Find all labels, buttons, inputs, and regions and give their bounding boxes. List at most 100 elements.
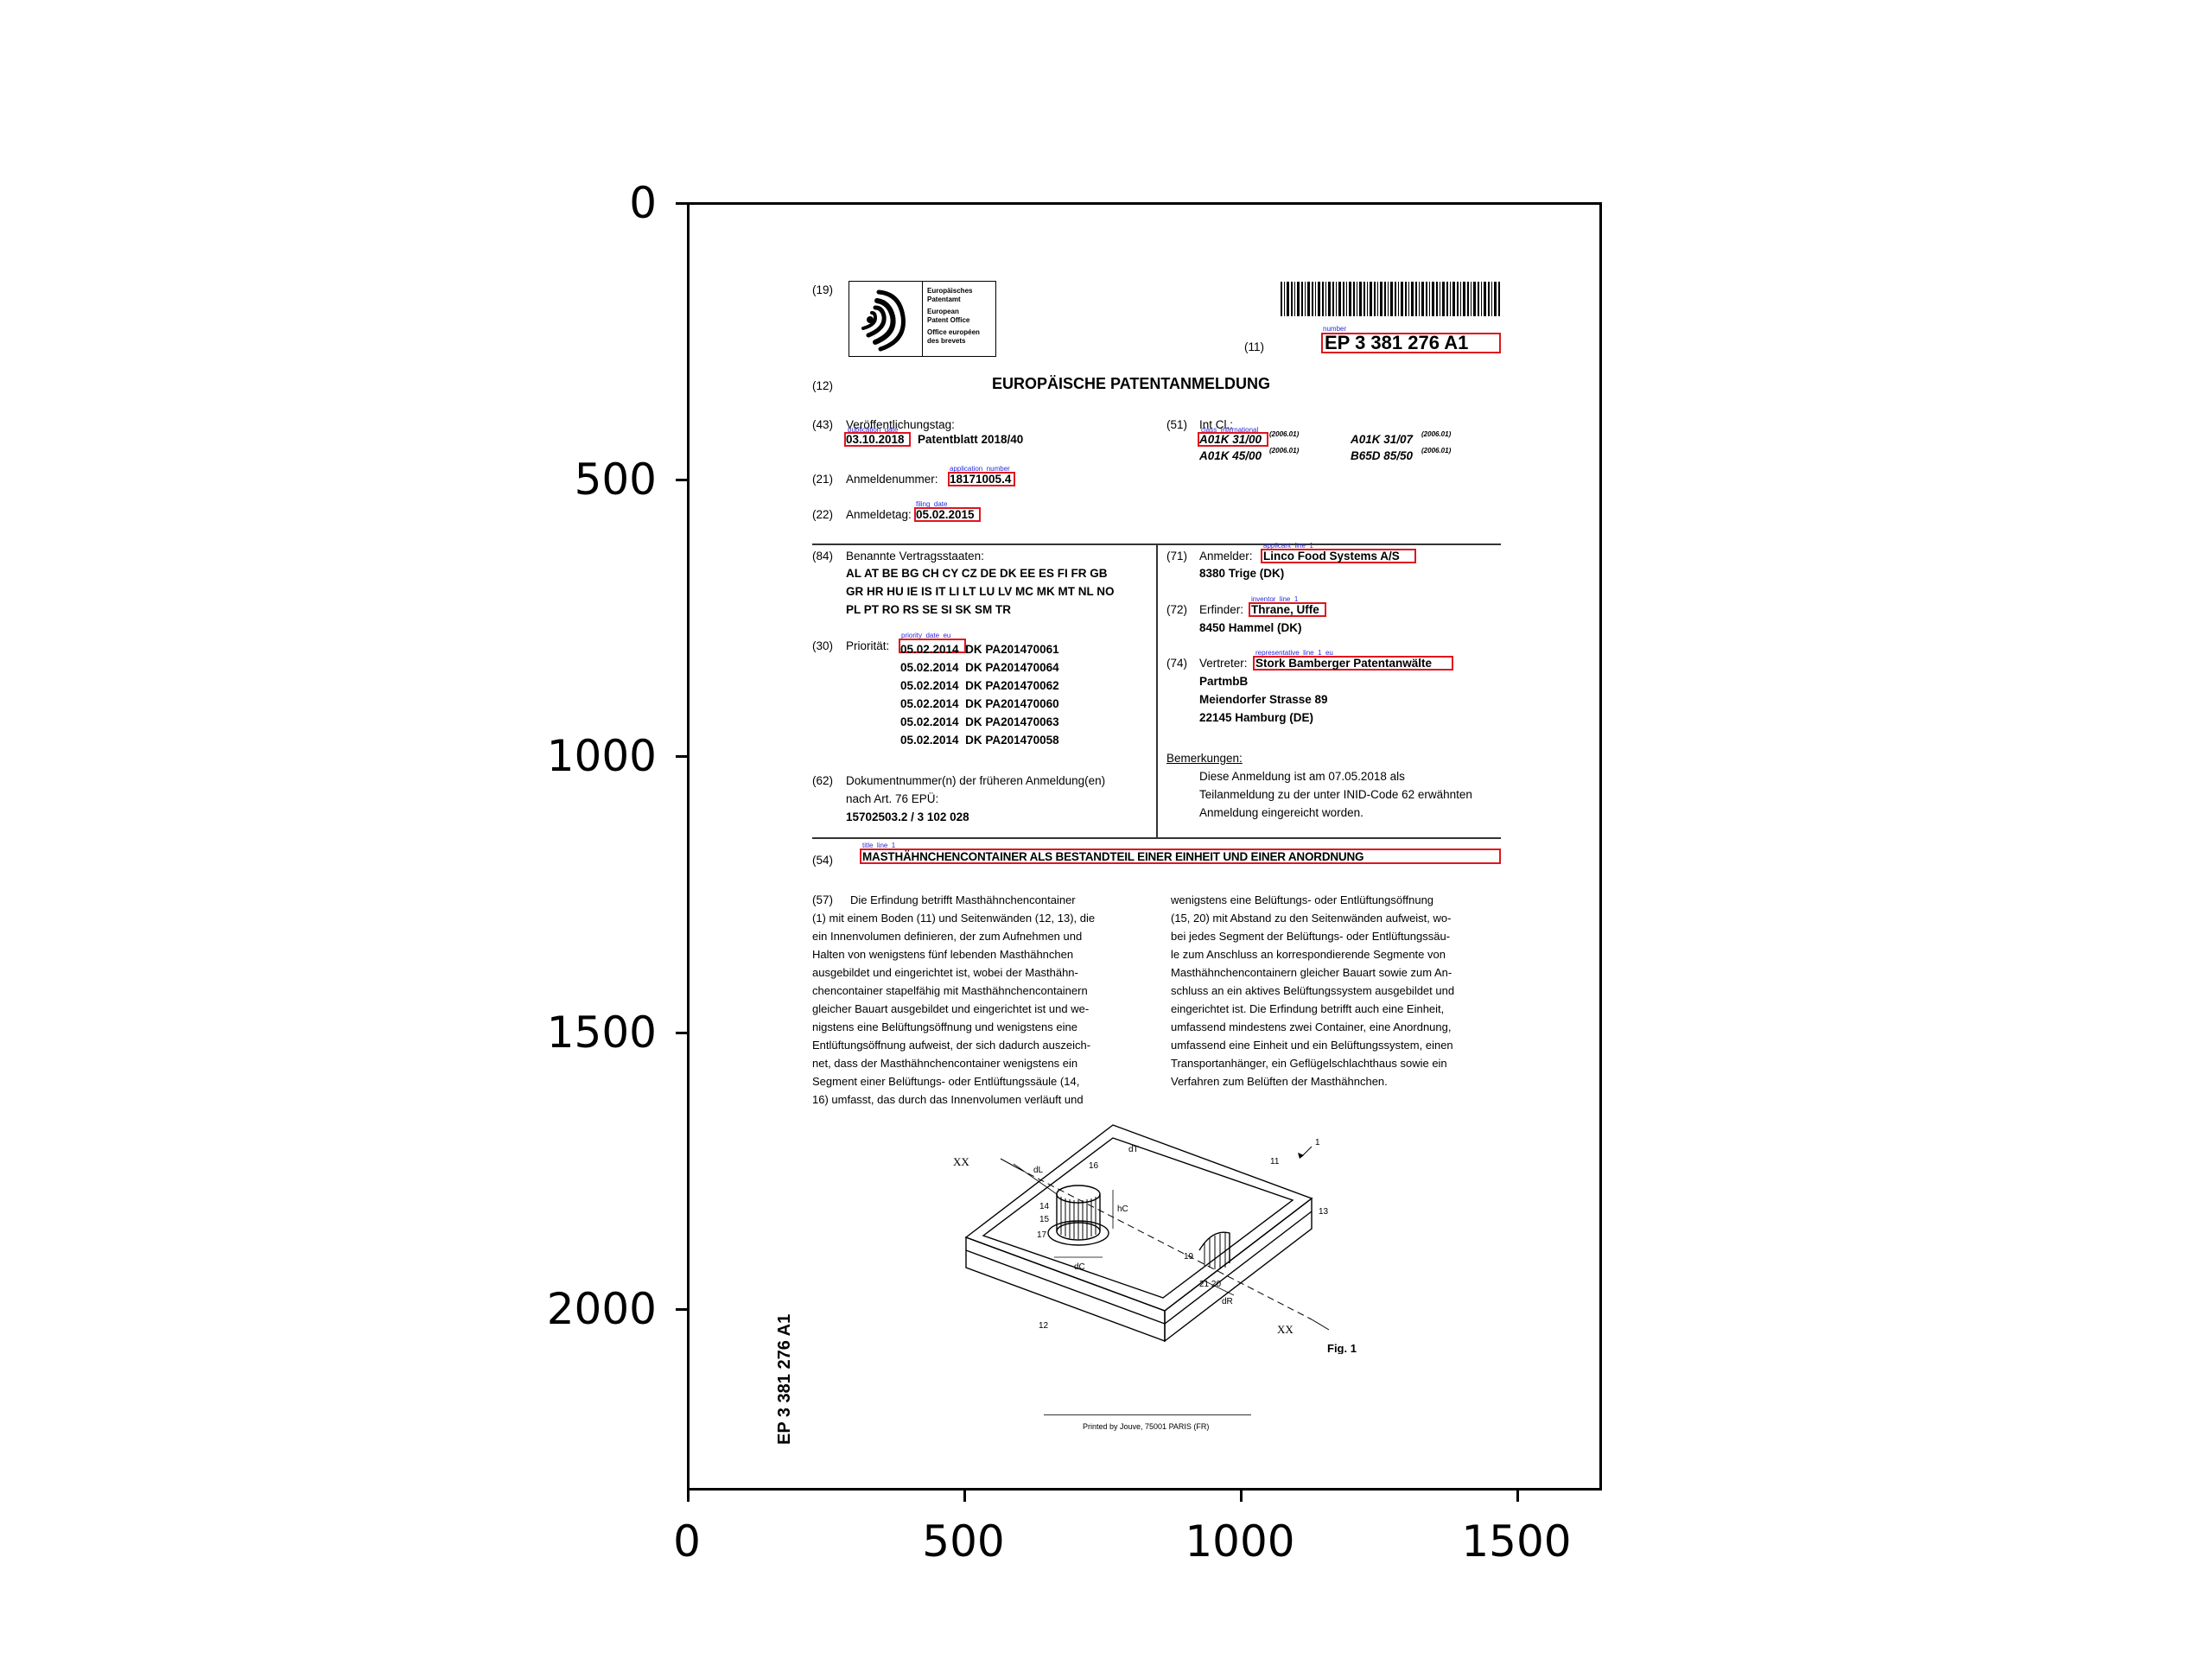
publication-number: EP 3 381 276 A1 bbox=[1325, 334, 1468, 353]
ipc-version: (2006.01) bbox=[1269, 431, 1299, 438]
divider bbox=[812, 837, 1501, 839]
representative-line: PartmbB bbox=[1199, 676, 1248, 688]
x-tick-label: 0 bbox=[583, 1516, 791, 1567]
earlier-application-number: 15702503.2 / 3 102 028 bbox=[846, 811, 969, 823]
x-tick-label: 1500 bbox=[1413, 1516, 1620, 1567]
section-label: XX bbox=[1277, 1323, 1294, 1336]
priority-number: DK PA201470058 bbox=[965, 734, 1059, 747]
ref-label: dT bbox=[1128, 1145, 1139, 1154]
inventor-label: Erfinder: bbox=[1199, 604, 1243, 616]
inid-code: (22) bbox=[812, 509, 833, 521]
epo-name-de: Patentamt bbox=[927, 296, 980, 304]
ref-label: 13 bbox=[1319, 1207, 1329, 1217]
priority-date: 05.02.2014 bbox=[900, 697, 959, 710]
ipc-code: A01K 31/07 bbox=[1351, 434, 1413, 446]
priority-date: 05.02.2014 bbox=[900, 715, 959, 728]
figure-caption: Fig. 1 bbox=[1327, 1342, 1357, 1354]
inid-code: (72) bbox=[1166, 604, 1187, 616]
ref-label: dC bbox=[1074, 1262, 1085, 1272]
epo-name-de: Europäisches bbox=[927, 287, 980, 296]
abstract-line: eingerichtet ist. Die Erfindung betrifft… bbox=[1171, 1000, 1501, 1018]
y-tick-mark bbox=[676, 479, 688, 481]
abstract-line: Halten von wenigstens fünf lebenden Mast… bbox=[812, 945, 1141, 963]
ipc-version: (2006.01) bbox=[1421, 431, 1451, 438]
application-number-label: Anmeldenummer: bbox=[846, 474, 938, 486]
earlier-application-label: Dokumentnummer(n) der früheren Anmeldung… bbox=[846, 775, 1105, 787]
remarks-label: Bemerkungen: bbox=[1166, 753, 1243, 765]
priority-date: 05.02.2014 bbox=[900, 679, 959, 692]
representative-line: 22145 Hamburg (DE) bbox=[1199, 712, 1313, 724]
inventor-city: 8450 Hammel (DK) bbox=[1199, 622, 1302, 634]
filing-date: 05.02.2015 bbox=[916, 509, 975, 521]
ipc-code: A01K 45/00 bbox=[1199, 450, 1262, 462]
abstract-line: chencontainer stapelfähig mit Masthähnch… bbox=[812, 982, 1141, 1000]
inid-code: (21) bbox=[812, 474, 833, 486]
abstract-line: nigstens eine Belüftungsöffnung und weni… bbox=[812, 1018, 1141, 1036]
y-tick-label: 500 bbox=[484, 454, 657, 505]
abstract-line: schluss an ein aktives Belüftungssystem … bbox=[1171, 982, 1501, 1000]
inid-code: (71) bbox=[1166, 550, 1187, 563]
patent-figure: 1 11 dT 16 dL hC 14 15 17 dC 19 21 20 dR… bbox=[949, 1103, 1363, 1354]
abstract-line: Masthähnchencontainern gleicher Bauart s… bbox=[1171, 963, 1501, 982]
priority-label: Priorität: bbox=[846, 640, 889, 652]
abstract-line: umfassend eine Einheit und ein Belüftung… bbox=[1171, 1036, 1501, 1054]
inid-code: (30) bbox=[812, 640, 833, 652]
publication-date: 03.10.2018 bbox=[846, 434, 905, 446]
x-tick-mark bbox=[687, 1490, 690, 1502]
y-tick-label: 2000 bbox=[484, 1284, 657, 1334]
y-tick-mark bbox=[676, 202, 688, 205]
epo-name-fr: Office européen bbox=[927, 328, 980, 337]
y-tick-label: 1000 bbox=[484, 731, 657, 781]
ref-label: 11 bbox=[1270, 1157, 1280, 1166]
abstract-line: bei jedes Segment der Belüftungs- oder E… bbox=[1171, 927, 1501, 945]
epo-name-fr: des brevets bbox=[927, 337, 980, 346]
epo-logo: Europäisches Patentamt European Patent O… bbox=[849, 281, 996, 357]
filing-date-label: Anmeldetag: bbox=[846, 509, 912, 521]
abstract-left-column: Die Erfindung betrifft Masthähnchenconta… bbox=[812, 891, 1141, 1109]
section-label: XX bbox=[953, 1155, 969, 1168]
abstract-line: umfassend mindestens zwei Container, ein… bbox=[1171, 1018, 1501, 1036]
inid-code: (62) bbox=[812, 775, 833, 787]
ref-label: hC bbox=[1117, 1205, 1128, 1214]
abstract-line: ein Innenvolumen definieren, der zum Auf… bbox=[812, 927, 1141, 945]
priority-number: DK PA201470062 bbox=[965, 679, 1059, 692]
states-label: Benannte Vertragsstaaten: bbox=[846, 550, 984, 563]
inid-code: (51) bbox=[1166, 419, 1187, 431]
inid-code: (54) bbox=[812, 855, 833, 867]
applicant-city: 8380 Trige (DK) bbox=[1199, 568, 1284, 580]
abstract-line: Entlüftungsöffnung aufweist, der sich da… bbox=[812, 1036, 1141, 1054]
ref-label: 17 bbox=[1037, 1230, 1047, 1240]
abstract-line: (1) mit einem Boden (11) und Seitenwände… bbox=[812, 909, 1141, 927]
states-line: PL PT RO RS SE SI SK SM TR bbox=[846, 604, 1011, 616]
ref-label: 15 bbox=[1039, 1215, 1050, 1224]
inid-code: (12) bbox=[812, 380, 833, 392]
document-page: (19) Europäisches Patentamt European Pat… bbox=[687, 202, 1602, 1491]
document-type: EUROPÄISCHE PATENTANMELDUNG bbox=[992, 376, 1270, 391]
abstract-right-column: wenigstens eine Belüftungs- oder Entlüft… bbox=[1171, 891, 1501, 1090]
inid-code: (43) bbox=[812, 419, 833, 431]
ipc-code: A01K 31/00 bbox=[1199, 434, 1262, 446]
container-top-outline bbox=[966, 1125, 1312, 1311]
epo-logo-icon bbox=[851, 282, 920, 356]
applicant-name: Linco Food Systems A/S bbox=[1263, 550, 1400, 563]
ipc-version: (2006.01) bbox=[1269, 448, 1299, 454]
ipc-code: B65D 85/50 bbox=[1351, 450, 1413, 462]
application-number: 18171005.4 bbox=[950, 474, 1011, 486]
abstract-line: gleicher Bauart ausgebildet und eingeric… bbox=[812, 1000, 1141, 1018]
ref-label: 19 bbox=[1184, 1252, 1194, 1262]
abstract-line: le zum Anschluss an korrespondierende Se… bbox=[1171, 945, 1501, 963]
abstract-line: net, dass der Masthähnchencontainer weni… bbox=[812, 1054, 1141, 1072]
x-tick-mark bbox=[963, 1490, 966, 1502]
priority-date: 05.02.2014 bbox=[900, 661, 959, 674]
remarks-line: Anmeldung eingereicht worden. bbox=[1199, 807, 1363, 819]
states-line: AL AT BE BG CH CY CZ DE DK EE ES FI FR G… bbox=[846, 568, 1108, 580]
earlier-application-label: nach Art. 76 EPÜ: bbox=[846, 793, 938, 805]
y-tick-mark bbox=[676, 755, 688, 758]
abstract-line: wenigstens eine Belüftungs- oder Entlüft… bbox=[1171, 891, 1501, 909]
y-tick-label: 0 bbox=[484, 178, 657, 228]
y-tick-label: 1500 bbox=[484, 1007, 657, 1058]
priority-date: 05.02.2014 bbox=[900, 643, 959, 656]
inid-code: (74) bbox=[1166, 658, 1187, 670]
barcode bbox=[1281, 282, 1500, 316]
priority-number: DK PA201470060 bbox=[965, 697, 1059, 710]
